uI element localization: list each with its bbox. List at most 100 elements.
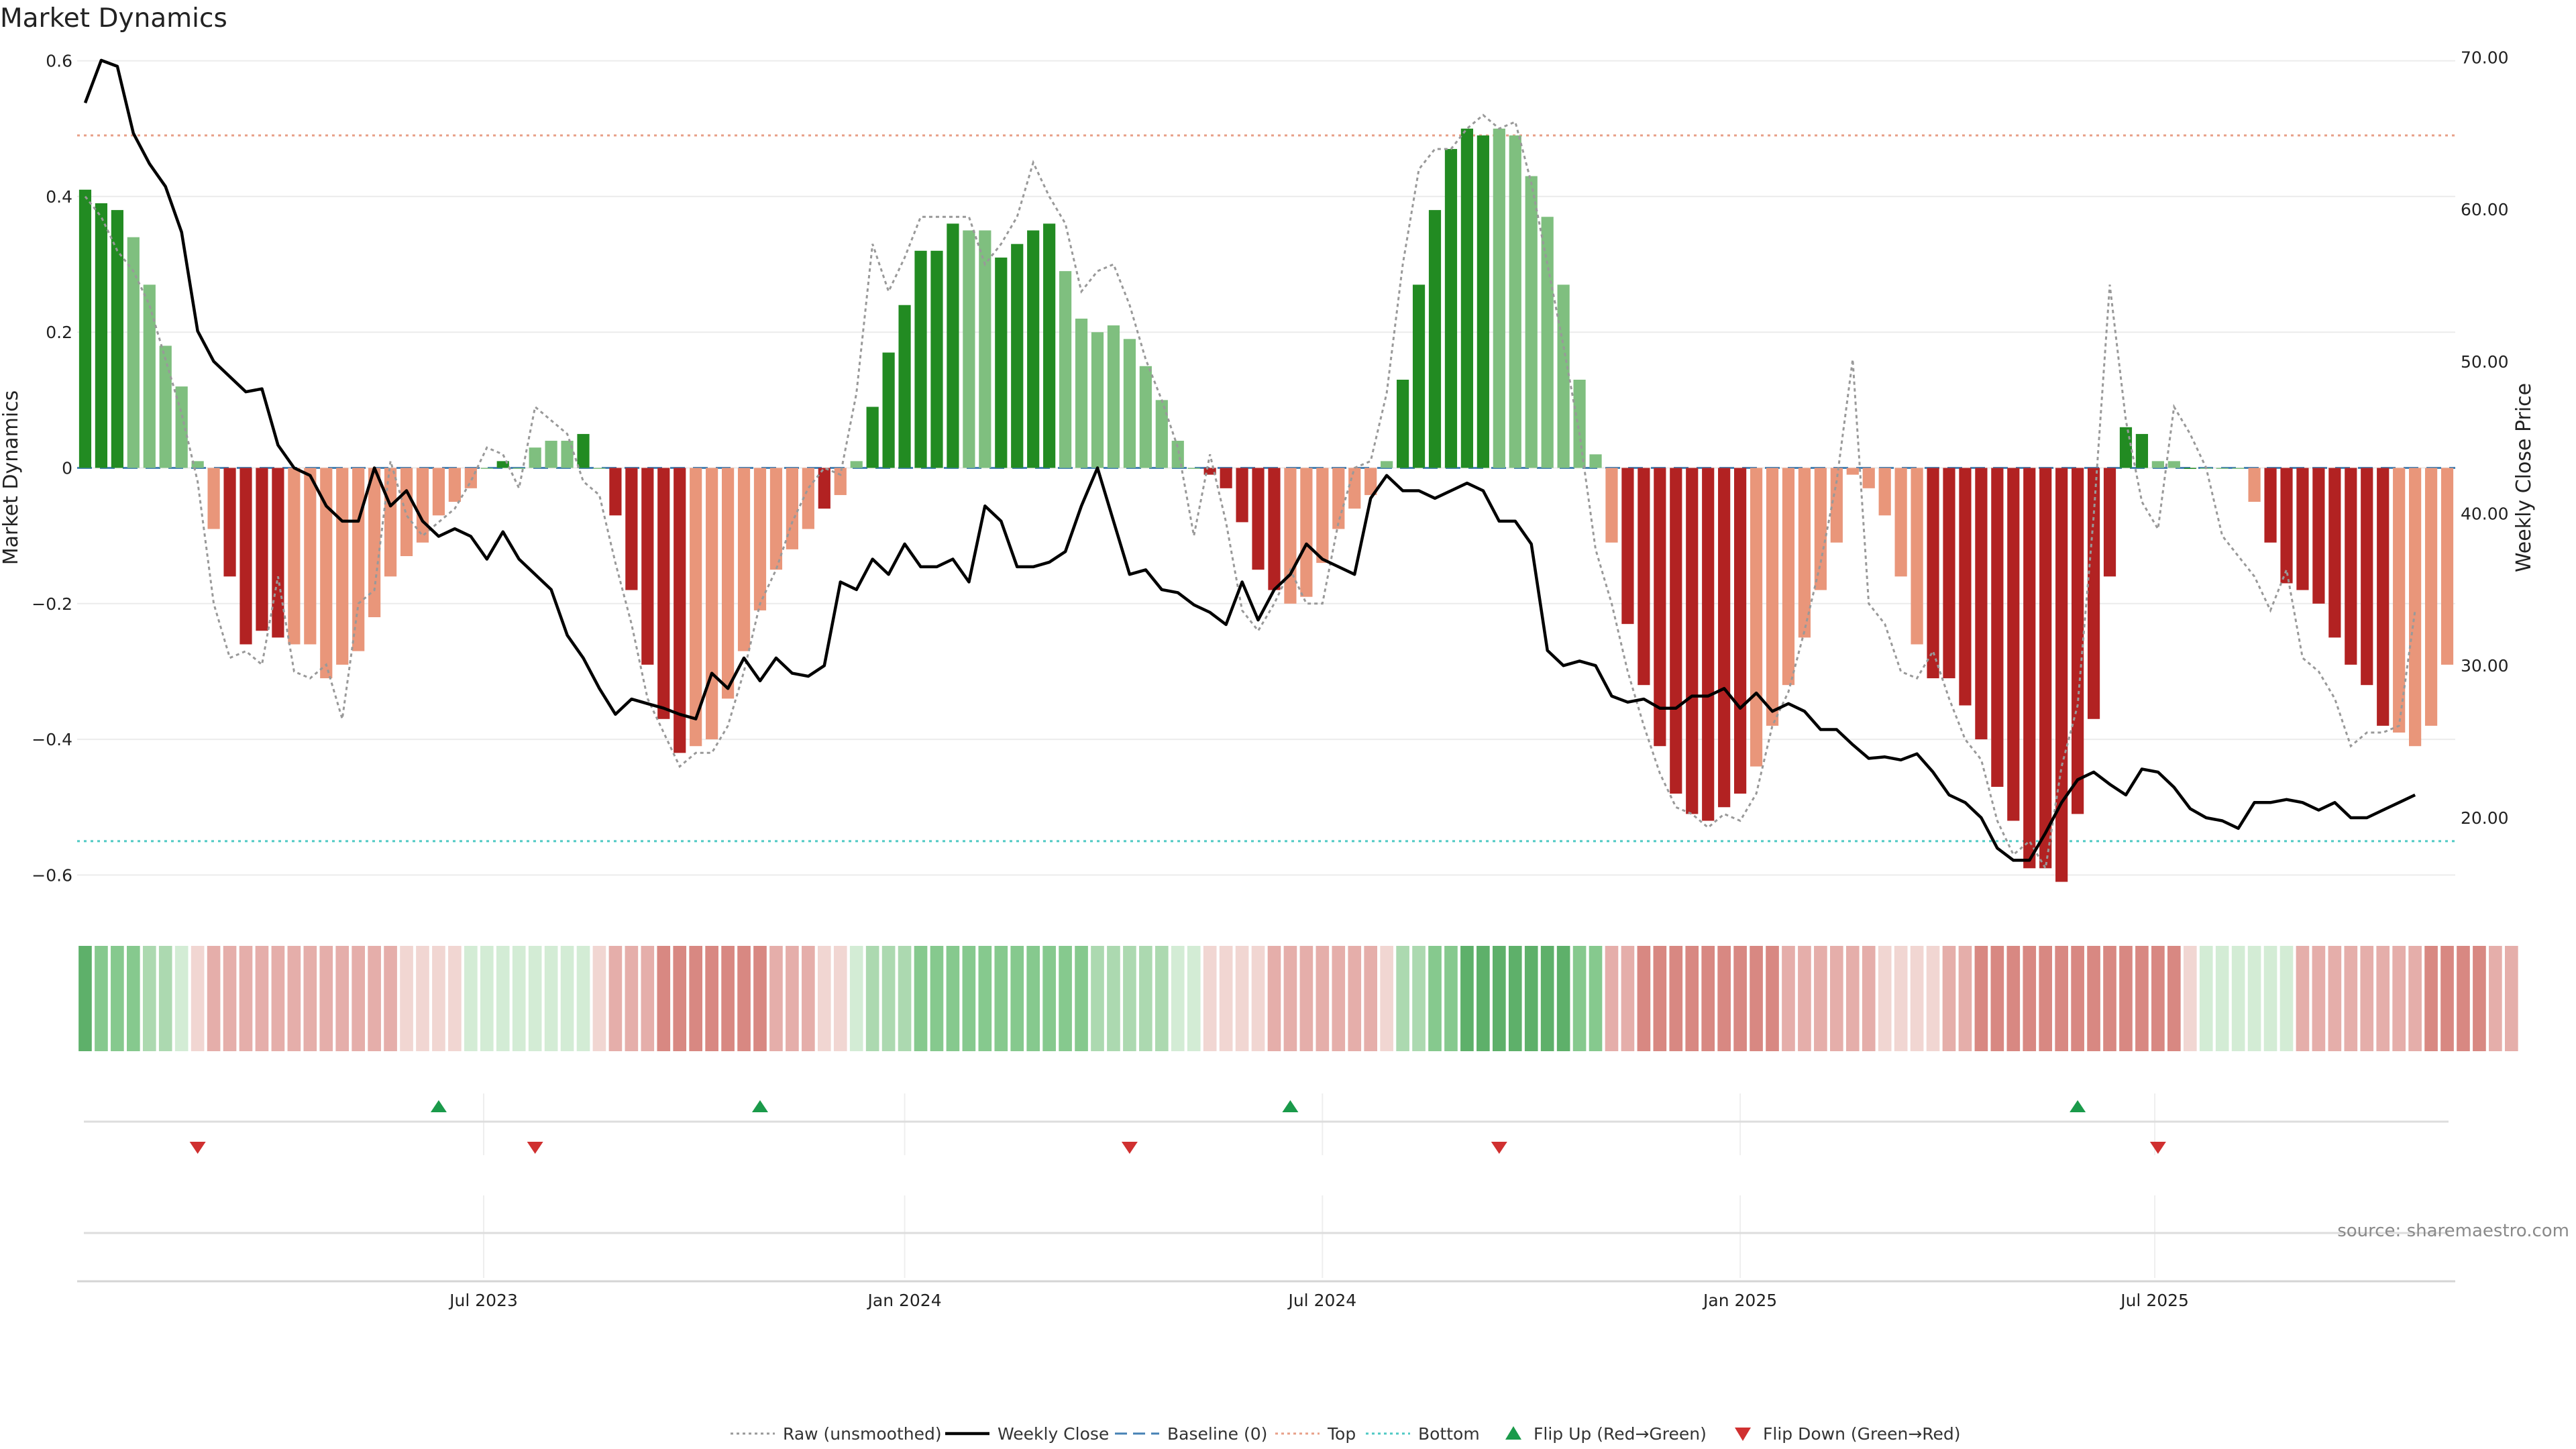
dynamics-bar xyxy=(753,468,767,610)
regime-strip-cell xyxy=(769,946,783,1051)
regime-strip-cell xyxy=(2247,946,2261,1051)
dynamics-bar xyxy=(1043,223,1056,468)
regime-strip-cell xyxy=(1524,946,1538,1051)
regime-strip-cell xyxy=(1733,946,1747,1051)
regime-strip-cell xyxy=(1685,946,1699,1051)
regime-strip-cell xyxy=(2408,946,2422,1051)
regime-strip-cell xyxy=(994,946,1008,1051)
dynamics-bar xyxy=(2216,468,2229,469)
regime-strip-cell xyxy=(608,946,623,1051)
dynamics-bar xyxy=(1814,468,1827,590)
dynamics-bar xyxy=(979,230,991,468)
regime-strip-cell xyxy=(1171,946,1185,1051)
regime-strip-cell xyxy=(2023,946,2037,1051)
y-tick-label-right: 20.00 xyxy=(2461,808,2509,828)
regime-strip-cell xyxy=(1862,946,1876,1051)
dynamics-bar xyxy=(1300,468,1313,597)
regime-strip-cell xyxy=(1139,946,1152,1051)
dynamics-bar xyxy=(802,468,814,529)
regime-strip-cell xyxy=(2231,946,2245,1051)
regime-strip-cell xyxy=(817,946,831,1051)
axes: 0.6 0.4 0.2 0 −0.2 −0.4 −0.6 70.00 60.00 50.00 40.… xyxy=(32,48,2508,1310)
flip-up-marker xyxy=(751,1100,768,1112)
flip-down-marker xyxy=(1491,1142,1507,1154)
x-tick-label: Jul 2025 xyxy=(2119,1291,2189,1310)
dynamics-bar xyxy=(1911,468,1923,645)
flip-up-marker xyxy=(430,1100,447,1112)
dynamics-bar xyxy=(721,468,735,699)
regime-strip-cell xyxy=(1701,946,1715,1051)
dynamics-bar xyxy=(1878,468,1891,516)
dynamics-bar xyxy=(2119,427,2133,468)
regime-strip-cell xyxy=(689,946,702,1051)
dynamics-bar xyxy=(2007,468,2020,821)
dynamics-bar xyxy=(191,461,204,468)
legend-label: Weekly Close xyxy=(998,1424,1109,1444)
dynamics-bar xyxy=(1589,454,1602,468)
dynamics-bar xyxy=(1477,135,1489,468)
dynamics-bar xyxy=(2296,468,2309,590)
regime-strip-cell xyxy=(2344,946,2358,1051)
dynamics-bar xyxy=(898,305,911,468)
regime-strip-cell xyxy=(1990,946,2004,1051)
regime-strip-cell xyxy=(2103,946,2116,1051)
regime-strip-cell xyxy=(480,946,494,1051)
regime-strip-cell xyxy=(1412,946,1426,1051)
regime-strip-cell xyxy=(512,946,526,1051)
dynamics-bar xyxy=(1268,468,1281,590)
y-axis-label-right: Weekly Close Price xyxy=(2512,383,2536,572)
dynamics-bar xyxy=(1139,366,1152,468)
dynamics-bar xyxy=(2440,468,2454,665)
dynamics-bar xyxy=(1381,461,1393,468)
regime-strip-cell xyxy=(368,946,381,1051)
dynamics-bar xyxy=(2087,468,2100,719)
regime-strip-cell xyxy=(1059,946,1072,1051)
dynamics-bar xyxy=(1203,468,1216,475)
regime-strip-cell xyxy=(1187,946,1201,1051)
regime-strip-cell xyxy=(576,946,590,1051)
dynamics-bar xyxy=(1171,441,1184,468)
legend-label: Flip Up (Red→Green) xyxy=(1534,1424,1707,1444)
regime-strip-cell xyxy=(1653,946,1667,1051)
regime-strip-cell xyxy=(1621,946,1635,1051)
regime-strip-cell xyxy=(1750,946,1763,1051)
dynamics-bar xyxy=(545,441,557,468)
regime-strip-cell xyxy=(2489,946,2502,1051)
regime-strip-cell xyxy=(223,946,237,1051)
dynamics-bar xyxy=(336,468,349,665)
y-tick-label-left: −0.4 xyxy=(32,730,72,749)
dynamics-bar xyxy=(1509,135,1521,468)
dynamics-bar xyxy=(1975,468,1988,740)
regime-strip-cell xyxy=(1428,946,1442,1051)
regime-strip-cell xyxy=(416,946,429,1051)
price-lines xyxy=(83,58,2416,871)
dynamics-bar xyxy=(1075,318,1088,468)
dynamics-bar xyxy=(2264,468,2277,543)
regime-strip-cell xyxy=(1572,946,1587,1051)
raw-unsmoothed-line xyxy=(84,113,2416,871)
dynamics-bar xyxy=(448,468,461,502)
regime-strip-cell xyxy=(2473,946,2486,1051)
regime-strip-cell xyxy=(753,946,767,1051)
dynamics-bar xyxy=(1846,468,1859,475)
dynamics-bar xyxy=(1348,468,1361,509)
regime-strip-cell xyxy=(2263,946,2277,1051)
regime-strip-cell xyxy=(914,946,928,1051)
flip-down-marker xyxy=(527,1142,543,1154)
legend-label: Bottom xyxy=(1418,1424,1480,1444)
dynamics-bar xyxy=(1766,468,1779,726)
dynamics-bar xyxy=(496,461,509,468)
regime-strip-cell xyxy=(2135,946,2149,1051)
regime-strip-cell xyxy=(1010,946,1024,1051)
regime-strip-cell xyxy=(705,946,718,1051)
regime-strip-cell xyxy=(78,946,92,1051)
regime-strip-cell xyxy=(1589,946,1603,1051)
y-tick-label-right: 30.00 xyxy=(2461,656,2509,676)
dynamics-bar xyxy=(1894,468,1907,577)
dynamics-bar xyxy=(2393,468,2406,733)
y-tick-label-left: −0.2 xyxy=(32,594,72,614)
dynamics-bar xyxy=(143,284,156,468)
regime-strip-cell xyxy=(432,946,445,1051)
dynamics-bar xyxy=(1943,468,1955,679)
regime-strip-cell xyxy=(849,946,863,1051)
